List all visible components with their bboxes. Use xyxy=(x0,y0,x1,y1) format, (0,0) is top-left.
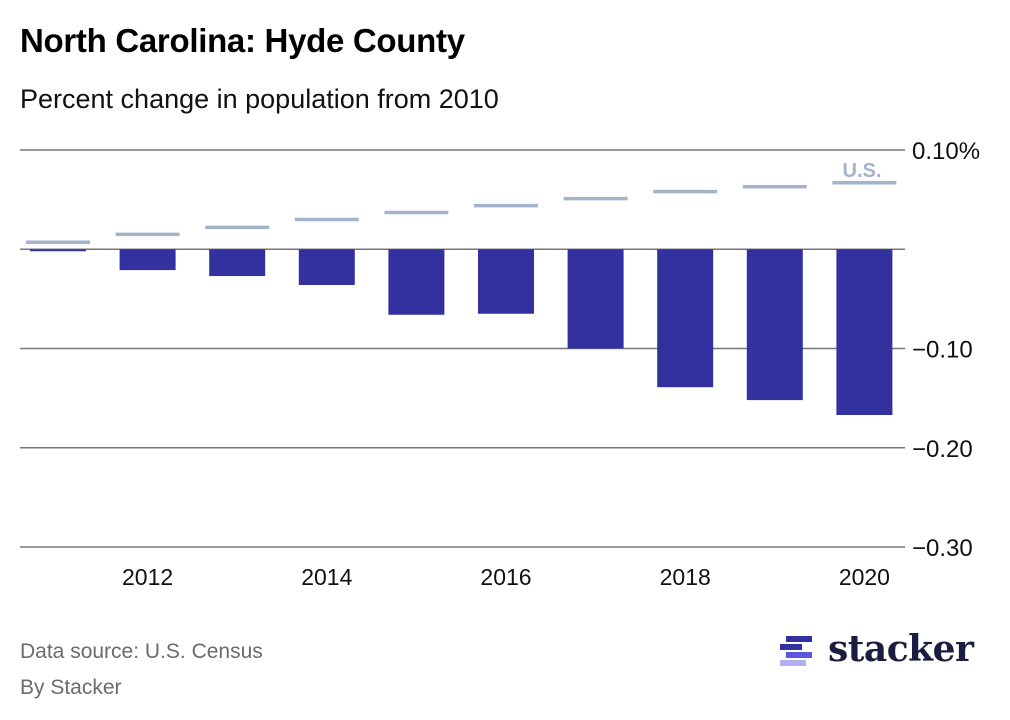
bar-2016 xyxy=(478,249,534,314)
y-tick-label: −0.10 xyxy=(912,337,973,364)
bar-2018 xyxy=(657,249,714,388)
x-tick-labels: 2012 2014 2016 2018 2020 xyxy=(122,564,890,590)
legend-us-label: U.S. xyxy=(843,160,882,182)
data-source: Data source: U.S. Census xyxy=(20,640,263,663)
stacker-logo: stacker xyxy=(780,628,974,670)
y-tick-labels: 0.10% −0.10 −0.20 −0.30 xyxy=(912,138,980,562)
bar-2011 xyxy=(30,249,86,252)
us-markers xyxy=(26,181,897,245)
chart-subtitle: Percent change in population from 2010 xyxy=(20,84,499,114)
x-tick-label: 2014 xyxy=(301,564,352,590)
x-tick-label: 2018 xyxy=(660,564,711,590)
y-tick-label: −0.30 xyxy=(912,535,973,562)
bar-2012 xyxy=(119,249,176,271)
x-tick-label: 2012 xyxy=(122,564,173,590)
byline: By Stacker xyxy=(20,676,122,699)
bar-2013 xyxy=(209,249,266,277)
chart-title: North Carolina: Hyde County xyxy=(20,22,465,59)
bar-2019 xyxy=(746,249,803,401)
bar-2014 xyxy=(298,249,355,285)
bar-2015 xyxy=(388,249,445,315)
stacker-logo-text: stacker xyxy=(828,628,974,670)
x-tick-label: 2020 xyxy=(839,564,890,590)
bar-2020 xyxy=(836,249,893,415)
stacker-logo-icon xyxy=(780,636,812,666)
bar-2017 xyxy=(567,249,624,349)
chart-area: 0.10% −0.10 −0.20 −0.30 2012 2014 2016 2018 202… xyxy=(20,138,980,590)
bars xyxy=(30,249,893,415)
x-tick-label: 2016 xyxy=(480,564,531,590)
y-tick-label: −0.20 xyxy=(912,436,973,463)
y-tick-label: 0.10% xyxy=(912,138,980,165)
